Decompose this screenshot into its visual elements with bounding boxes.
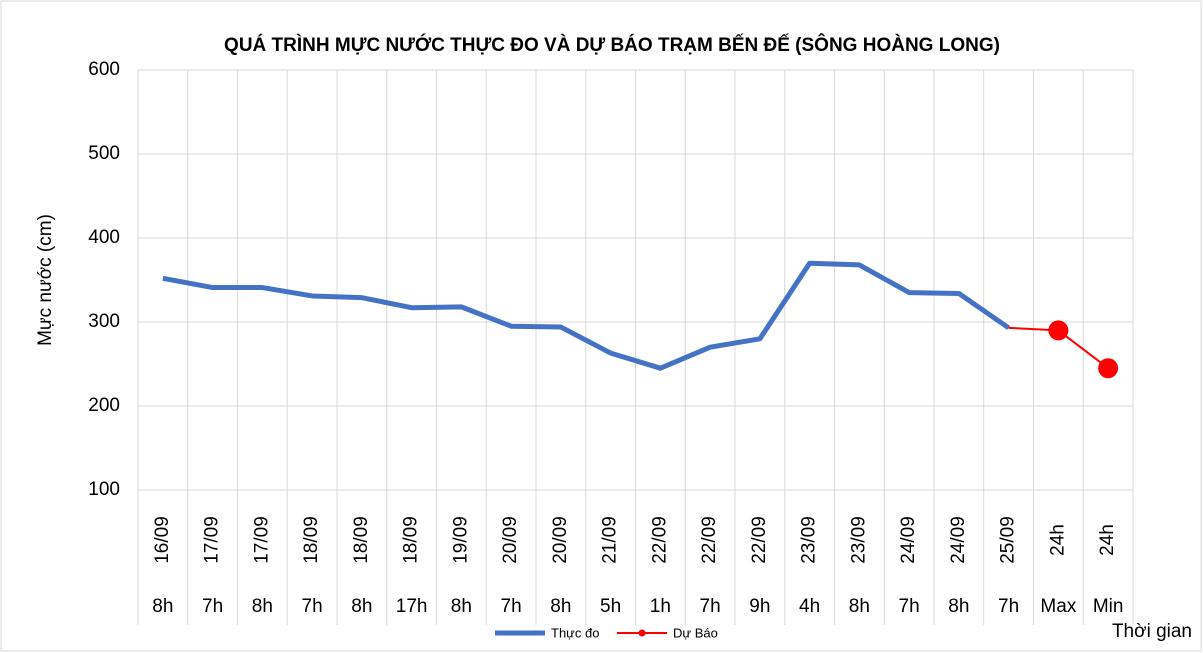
x-tick-label: 16/09 (152, 516, 173, 564)
x-tick-label: 18/09 (301, 516, 322, 564)
x-tick-label: 22/09 (749, 516, 770, 564)
x-tick-label: 23/09 (799, 516, 820, 564)
y-tick-label: 500 (88, 143, 120, 164)
x-tick-label: 25/09 (998, 516, 1019, 564)
legend-marker (638, 629, 646, 637)
x-tick-label: 7h (302, 596, 323, 617)
legend-label: Thực đo (551, 625, 599, 640)
x-tick-label: 8h (849, 596, 870, 617)
x-tick-label: 9h (749, 596, 770, 617)
x-tick-label: 8h (252, 596, 273, 617)
x-tick-label: 23/09 (848, 516, 869, 564)
x-tick-label: 8h (451, 596, 472, 617)
x-tick-label: 24/09 (948, 516, 969, 564)
x-tick-label: 20/09 (500, 516, 521, 564)
x-tick-label: 22/09 (649, 516, 670, 564)
series-line (162, 260, 1011, 371)
x-tick-label: 7h (202, 596, 223, 617)
point-marker (1098, 358, 1119, 379)
y-tick-label: 100 (88, 479, 120, 500)
x-tick-label: 18/09 (351, 516, 372, 564)
x-tick-label: 24/09 (898, 516, 919, 564)
x-tick-label: 5h (600, 596, 621, 617)
x-tick-label: 19/09 (450, 516, 471, 564)
y-tick-label: 200 (88, 395, 120, 416)
x-tick-label: 7h (998, 596, 1019, 617)
x-tick-label: 7h (899, 596, 920, 617)
x-tick-label: 21/09 (600, 516, 621, 564)
x-tick-label: 8h (550, 596, 571, 617)
x-tick-label: 8h (351, 596, 372, 617)
y-tick-label: 600 (88, 59, 120, 80)
x-tick-label: Min (1093, 596, 1124, 617)
y-axis-label: Mực nước (cm) (35, 214, 56, 346)
point-marker (1048, 320, 1069, 341)
x-tick-label: 17h (396, 596, 428, 617)
x-tick-label: 24h (1097, 524, 1118, 556)
legend-label: Dự Báo (673, 625, 718, 640)
x-axis-label: Thời gian (1112, 621, 1192, 642)
x-tick-label: 18/09 (401, 516, 422, 564)
x-tick-label: 22/09 (699, 516, 720, 564)
x-tick-label: 7h (501, 596, 522, 617)
x-tick-label: 4h (799, 596, 820, 617)
x-tick-label: 20/09 (550, 516, 571, 564)
x-tick-label: 7h (700, 596, 721, 617)
x-tick-label: 24h (1047, 524, 1068, 556)
x-tick-label: 8h (152, 596, 173, 617)
x-tick-label: 17/09 (251, 516, 272, 564)
x-tick-label: Max (1040, 596, 1076, 617)
y-tick-label: 400 (88, 227, 120, 248)
chart-title: QUÁ TRÌNH MỰC NƯỚC THỰC ĐO VÀ DỰ BÁO TRẠ… (224, 34, 1000, 56)
x-tick-label: 1h (650, 596, 671, 617)
x-tick-label: 17/09 (202, 516, 223, 564)
x-tick-label: 8h (948, 596, 969, 617)
y-tick-label: 300 (88, 311, 120, 332)
